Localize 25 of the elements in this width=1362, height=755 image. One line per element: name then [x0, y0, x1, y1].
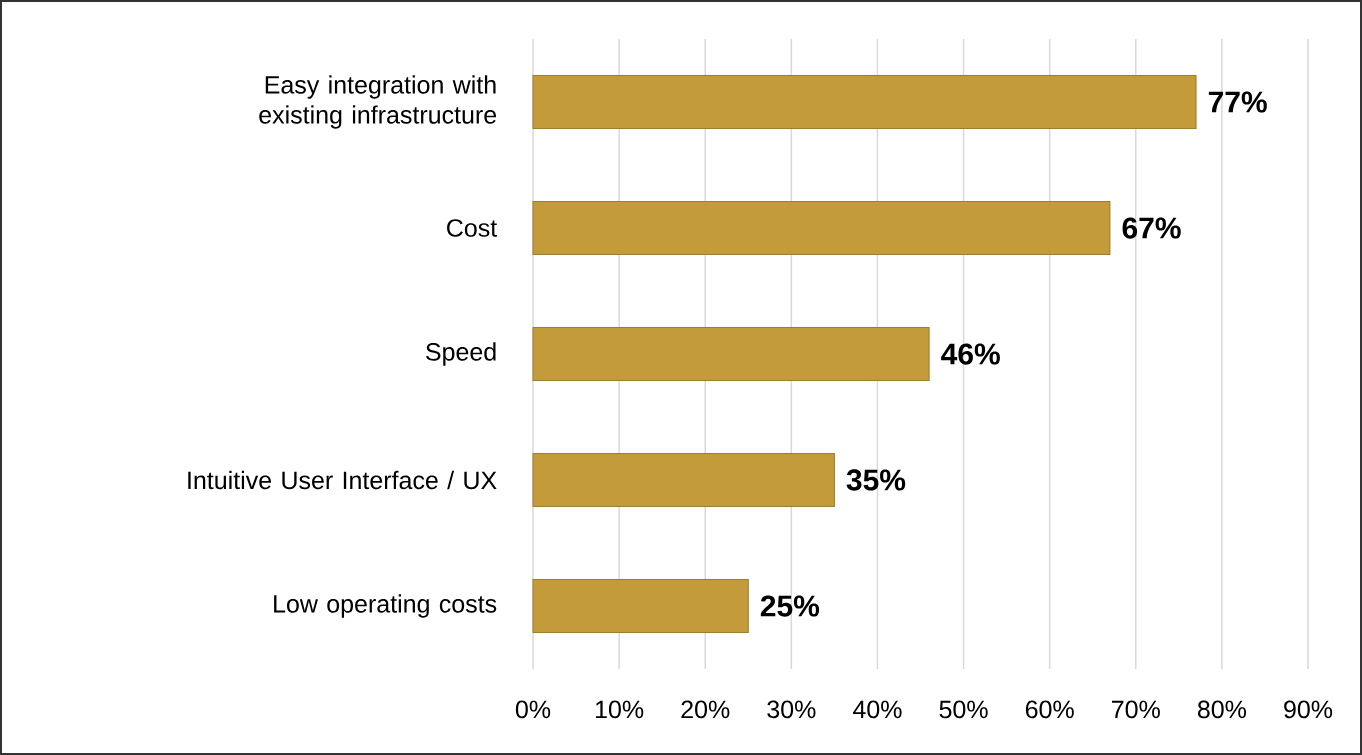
x-tick-label: 70%: [1112, 700, 1160, 719]
data-label: 25%: [760, 595, 820, 617]
bar: [532, 453, 835, 508]
x-tick-label: 40%: [853, 700, 902, 719]
x-tick-label: 80%: [1197, 700, 1247, 719]
data-label: 35%: [846, 469, 906, 491]
x-tick-label: 30%: [767, 700, 816, 719]
bar: [532, 327, 930, 382]
x-tick-label: 20%: [681, 700, 730, 719]
bar: [532, 75, 1197, 129]
x-tick-label: 50%: [939, 700, 988, 719]
y-tick-label: Easy integration with existing infrastructure: [259, 75, 497, 129]
x-tick-label: 90%: [1284, 700, 1333, 719]
x-tick-label: 0%: [515, 700, 551, 719]
y-tick-label: Cost: [447, 219, 497, 237]
data-label: 77%: [1208, 91, 1267, 113]
y-tick-label: Low operating costs: [274, 594, 497, 618]
y-tick-label: Intuitive User Interface / UX: [188, 470, 497, 490]
y-tick-label: Speed: [426, 342, 496, 366]
data-label: 67%: [1122, 217, 1181, 239]
data-label: 46%: [941, 343, 1000, 365]
x-tick-label: 10%: [595, 700, 644, 719]
bar: [532, 201, 1111, 256]
bar: [532, 579, 749, 634]
x-tick-label: 60%: [1025, 700, 1074, 719]
